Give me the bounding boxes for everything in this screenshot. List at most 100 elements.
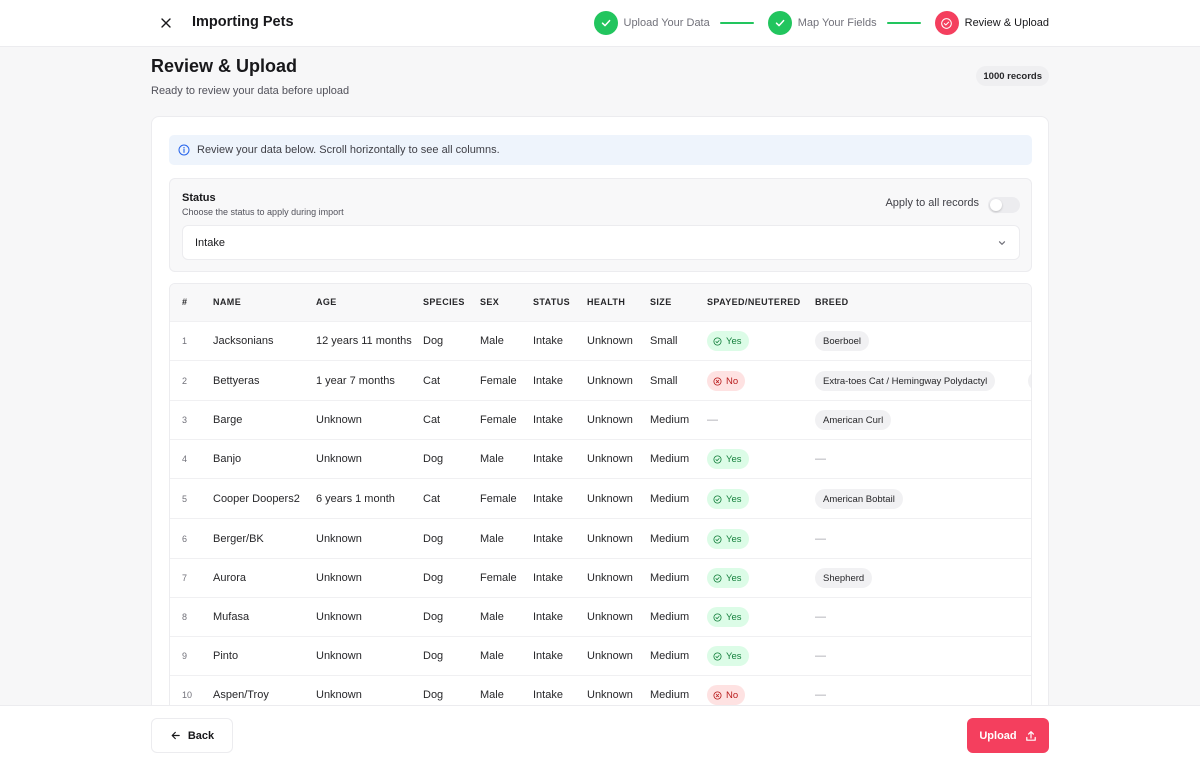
cell-sex: Female — [480, 414, 517, 426]
empty-value: — — [707, 414, 718, 426]
info-text: Review your data below. Scroll horizonta… — [197, 144, 500, 156]
cell-size: Medium — [650, 572, 690, 584]
spayed-value: Yes — [726, 650, 742, 662]
cell-sex: Male — [480, 611, 504, 623]
data-table[interactable]: # NAME AGE SPECIES SEX STATUS HEALTH SIZE SPAYED… — [169, 283, 1032, 725]
status-select-value: Intake — [195, 236, 225, 249]
back-button[interactable]: Back — [151, 718, 233, 753]
apply-all-label: Apply to all records — [885, 197, 979, 209]
cell-name: Aspen/Troy — [213, 689, 269, 701]
check-circle-icon — [934, 11, 959, 35]
cell-sex: Male — [480, 533, 504, 545]
spayed-badge: Yes — [707, 646, 749, 666]
column-header: SEX — [480, 297, 500, 307]
row-index: 8 — [182, 612, 188, 622]
table-row: 8 Mufasa Unknown Dog Male Intake Unknown Medium… — [170, 597, 1031, 637]
table-row: 1 Jacksonians 12 years 11 months Dog Male Int… — [170, 321, 1031, 361]
spayed-badge: Yes — [707, 449, 749, 469]
row-index: 9 — [182, 651, 188, 661]
step-upload-data[interactable]: Upload Your Data — [593, 11, 710, 35]
cell-sex: Female — [480, 572, 517, 584]
spayed-badge: No — [707, 371, 746, 391]
step-review-upload[interactable]: Review & Upload — [934, 11, 1049, 35]
cell-species: Dog — [423, 335, 444, 347]
cell-age: Unknown — [316, 414, 362, 426]
spayed-value: No — [726, 375, 739, 387]
cell-name: Mufasa — [213, 611, 250, 623]
spayed-badge: Yes — [707, 607, 749, 627]
breed-tag: Extra-toes Cat / Hemingway Polydactyl — [815, 371, 996, 391]
cell-age: Unknown — [316, 650, 362, 662]
empty-value: — — [815, 533, 826, 545]
spayed-badge: Yes — [707, 568, 749, 588]
apply-all-toggle[interactable] — [988, 197, 1020, 213]
step-label: Map Your Fields — [797, 17, 877, 29]
app-title: Importing Pets — [192, 14, 294, 30]
spayed-value: Yes — [726, 572, 742, 584]
table-row: 7 Aurora Unknown Dog Female Intake Unknown Medi… — [170, 558, 1031, 598]
cell-size: Medium — [650, 414, 690, 426]
check-circle-icon — [713, 336, 722, 346]
page-title: Review & Upload — [151, 56, 298, 76]
check-circle-icon — [713, 573, 722, 583]
toggle-knob — [990, 199, 1002, 211]
cell-age: 12 years 11 months — [316, 335, 412, 347]
back-label: Back — [187, 729, 215, 742]
spayed-badge: Yes — [707, 331, 749, 351]
row-index: 1 — [182, 336, 188, 346]
cell-age: Unknown — [316, 533, 362, 545]
table-row: 5 Cooper Doopers2 6 years 1 month Cat Female… — [170, 478, 1031, 518]
cell-sex: Male — [480, 650, 504, 662]
step-connector — [719, 22, 754, 24]
close-button[interactable] — [156, 13, 176, 33]
cell-status: Intake — [533, 533, 563, 545]
cell-health: Unknown — [587, 572, 633, 584]
row-index: 6 — [182, 534, 188, 544]
cell-name: Banjo — [213, 453, 242, 465]
cell-age: Unknown — [316, 572, 362, 584]
cell-status: Intake — [533, 335, 563, 347]
table-row: 4 Banjo Unknown Dog Male Intake Unknown Medium Y… — [170, 439, 1031, 479]
table-header: # NAME AGE SPECIES SEX STATUS HEALTH SIZE SPAYED… — [170, 284, 1031, 321]
upload-button[interactable]: Upload — [967, 718, 1049, 753]
empty-value: — — [815, 453, 826, 465]
row-index: 7 — [182, 573, 188, 583]
cell-health: Unknown — [587, 650, 633, 662]
cell-status: Intake — [533, 414, 563, 426]
cell-status: Intake — [533, 375, 563, 387]
cell-species: Dog — [423, 572, 444, 584]
breed-tag: Shepherd — [815, 568, 873, 588]
table-row: 3 Barge Unknown Cat Female Intake Unknown Mediu… — [170, 400, 1031, 440]
check-icon — [767, 11, 792, 35]
cell-species: Dog — [423, 453, 444, 465]
cell-size: Medium — [650, 611, 690, 623]
table-row: 2 Bettyeras 1 year 7 months Cat Female Intake… — [170, 360, 1031, 400]
check-circle-icon — [713, 534, 722, 544]
table-row: 9 Pinto Unknown Dog Male Intake Unknown Medium Y… — [170, 636, 1031, 676]
step-label: Upload Your Data — [623, 17, 710, 29]
review-card: Review your data below. Scroll horizonta… — [151, 116, 1049, 726]
breed-tag: American Curl — [815, 410, 892, 430]
x-circle-icon — [713, 376, 722, 386]
info-banner: Review your data below. Scroll horizonta… — [169, 135, 1032, 165]
table-row: 6 Berger/BK Unknown Dog Male Intake Unknown Med… — [170, 518, 1031, 558]
cell-health: Unknown — [587, 414, 633, 426]
cell-status: Intake — [533, 650, 563, 662]
spayed-value: Yes — [726, 533, 742, 545]
cell-sex: Female — [480, 493, 517, 505]
table-row: 10 Aspen/Troy Unknown Dog Male Intake Unknown M… — [170, 675, 1031, 715]
page-subtitle: Ready to review your data before upload — [151, 85, 350, 97]
cell-name: Berger/BK — [213, 533, 264, 545]
top-bar: Importing Pets Upload Your Data Map Your… — [0, 0, 1200, 47]
cell-status: Intake — [533, 493, 563, 505]
spayed-value: Yes — [726, 453, 742, 465]
cell-size: Small — [650, 375, 678, 387]
step-map-fields[interactable]: Map Your Fields — [767, 11, 877, 35]
cell-status: Intake — [533, 689, 563, 701]
close-icon — [161, 18, 171, 28]
cell-health: Unknown — [587, 689, 633, 701]
status-select[interactable]: Intake — [182, 225, 1020, 260]
spayed-badge: Yes — [707, 529, 749, 549]
row-index: 4 — [182, 454, 188, 464]
cell-age: 1 year 7 months — [316, 375, 395, 387]
